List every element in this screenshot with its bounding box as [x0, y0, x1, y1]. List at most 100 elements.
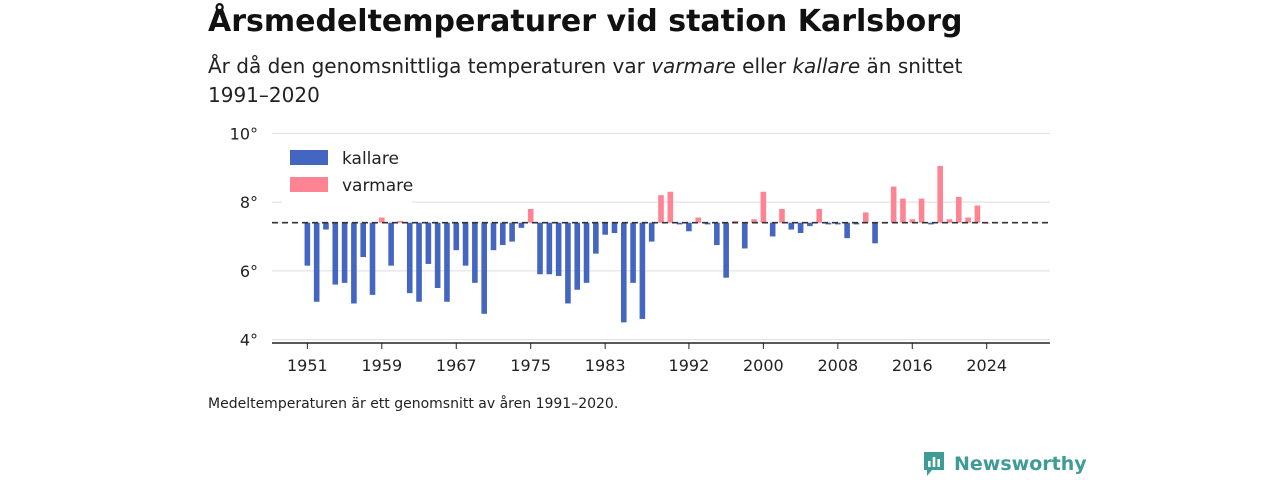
bar-2003: [788, 222, 795, 230]
chart-title: Årsmedeltemperaturer vid station Karlsbo…: [208, 4, 963, 39]
bar-1981: [583, 222, 590, 283]
x-tick-label: 1959: [361, 356, 402, 375]
bar-1983: [602, 222, 608, 235]
bar-1965: [434, 222, 441, 288]
bar-1960: [388, 222, 394, 266]
bar-2018: [928, 222, 934, 225]
bar-1975: [527, 208, 534, 223]
bar-1993: [695, 217, 702, 223]
bar-1991: [676, 222, 683, 225]
bar-1959: [379, 217, 385, 223]
bar-1951: [304, 222, 311, 266]
bar-1963: [416, 222, 422, 302]
bar-1962: [406, 222, 413, 294]
bar-1989: [658, 195, 664, 223]
x-tick-label: 2024: [966, 356, 1007, 375]
bar-1978: [555, 222, 562, 276]
x-tick-label: 2000: [743, 356, 784, 375]
bar-1979: [565, 222, 571, 304]
bar-1987: [639, 222, 646, 319]
bar-1988: [648, 222, 655, 242]
bar-1967: [453, 222, 460, 251]
bar-1964: [425, 222, 432, 264]
x-tick-label: 1951: [287, 356, 328, 375]
bar-2008: [835, 222, 841, 225]
bar-2012: [872, 222, 878, 244]
bar-2022: [965, 217, 971, 223]
bar-1952: [313, 222, 320, 302]
bar-1972: [499, 222, 506, 246]
subtitle-text-3: än snittet 1991–2020: [208, 54, 963, 107]
bar-1980: [574, 222, 581, 290]
legend-swatch-kallare: [290, 150, 328, 165]
legend-label-kallare: kallare: [342, 149, 399, 169]
bar-1973: [509, 222, 515, 242]
bar-1999: [751, 219, 757, 223]
bar-1957: [360, 222, 367, 258]
bar-1955: [341, 222, 348, 283]
bar-2011: [862, 212, 869, 223]
y-tick-label: 4°: [240, 331, 258, 350]
bar-2021: [955, 196, 962, 223]
brand: Newsworthy: [922, 450, 1087, 478]
subtitle-warm-word: varmare: [651, 54, 736, 78]
subtitle-cold-word: kallare: [792, 54, 861, 78]
bar-1970: [481, 222, 487, 314]
bar-1958: [369, 222, 376, 295]
bar-2004: [797, 222, 804, 233]
bars: [304, 165, 990, 323]
newsworthy-logo-icon: [924, 452, 944, 476]
bar-1966: [444, 222, 450, 302]
legend-label-varmare: varmare: [342, 176, 413, 196]
bar-1977: [546, 222, 553, 275]
bar-2020: [946, 219, 953, 223]
bar-2007: [825, 222, 832, 225]
y-tick-label: 10°: [230, 124, 258, 143]
bar-1953: [323, 222, 329, 230]
bar-1971: [490, 222, 497, 251]
bar-1997: [732, 220, 739, 223]
subtitle-text-2: eller: [735, 54, 793, 78]
chart-subtitle: År då den genomsnittliga temperaturen va…: [208, 52, 1028, 110]
bar-1976: [537, 222, 543, 275]
x-tick-label: 2016: [892, 356, 933, 375]
bar-2002: [779, 208, 785, 223]
bar-2014: [890, 186, 897, 223]
subtitle-text-1: År då den genomsnittliga temperaturen va…: [208, 54, 652, 78]
bar-1986: [630, 222, 636, 283]
bar-2005: [807, 222, 813, 227]
bar-1996: [723, 222, 729, 278]
bar-1998: [741, 222, 748, 249]
x-tick-label: 2008: [817, 356, 858, 375]
bar-1961: [397, 220, 404, 223]
bar-2001: [769, 222, 776, 237]
legend: kallare varmare: [282, 142, 413, 204]
bar-2016: [909, 219, 916, 223]
x-tick-label: 1992: [669, 356, 710, 375]
bar-1992: [686, 222, 692, 232]
bar-2015: [900, 198, 906, 223]
axes: 4° 6° 8° 10° 1951 1959 1967 1975 1983 1992 2000 200…: [230, 124, 1050, 375]
bar-1969: [472, 222, 478, 283]
bar-1990: [667, 191, 674, 223]
bar-1982: [593, 222, 599, 254]
bar-1954: [332, 222, 339, 285]
bar-1968: [462, 222, 469, 266]
bar-1995: [714, 222, 720, 246]
bar-2009: [844, 222, 850, 239]
bar-1985: [620, 222, 627, 323]
y-tick-label: 6°: [240, 262, 258, 281]
x-tick-label: 1975: [510, 356, 551, 375]
x-tick-label: 1983: [585, 356, 626, 375]
x-tick-label: 1967: [436, 356, 477, 375]
bar-2006: [816, 208, 823, 223]
y-tick-label: 8°: [240, 193, 258, 212]
bar-2010: [853, 222, 860, 225]
bar-1956: [351, 222, 357, 304]
bar-2017: [918, 198, 925, 223]
legend-swatch-varmare: [290, 177, 328, 192]
bar-1984: [611, 222, 618, 233]
bar-2019: [937, 165, 943, 223]
bar-2023: [974, 205, 981, 223]
